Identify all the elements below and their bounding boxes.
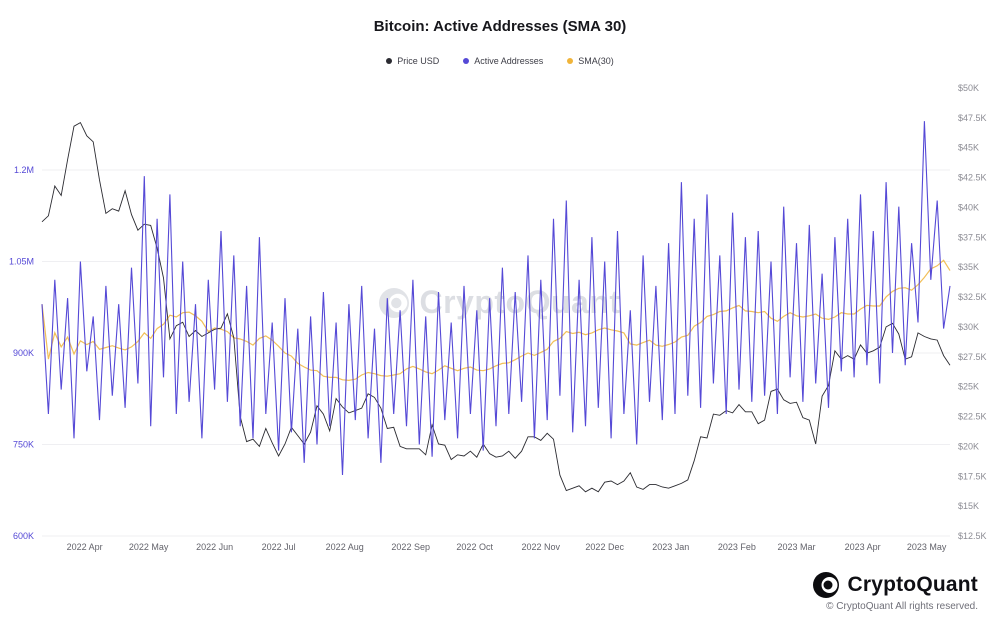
- right-axis-tick-label: $32.5K: [958, 292, 987, 302]
- price-usd-legend-dot-icon: [386, 58, 393, 64]
- legend: Price USD Active Addresses SMA(30): [0, 56, 1000, 66]
- x-axis-tick-label: 2022 Jun: [196, 542, 233, 552]
- right-axis-tick-label: $42.5K: [958, 173, 987, 183]
- copyright-text: © CryptoQuant All rights reserved.: [826, 601, 978, 612]
- right-axis-tick-label: $30K: [958, 322, 979, 332]
- legend-label-sma30: SMA(30): [578, 56, 614, 66]
- x-axis-tick-label: 2022 Sep: [391, 542, 430, 552]
- x-axis-tick-label: 2023 May: [907, 542, 947, 552]
- legend-label-price-usd: Price USD: [397, 56, 440, 66]
- legend-label-active-addresses: Active Addresses: [474, 56, 544, 66]
- x-axis-tick-label: 2023 Mar: [777, 542, 815, 552]
- right-axis-tick-label: $45K: [958, 143, 979, 153]
- active-addresses-legend-dot-icon: [463, 58, 470, 64]
- right-axis-tick-label: $25K: [958, 382, 979, 392]
- left-axis-tick-label: 600K: [13, 531, 34, 541]
- sma30-legend-dot-icon: [567, 58, 574, 64]
- x-axis-tick-label: 2022 Nov: [522, 542, 561, 552]
- right-axis-tick-label: $47.5K: [958, 113, 987, 123]
- x-axis-tick-label: 2022 Aug: [326, 542, 364, 552]
- cryptoquant-logo-icon: [813, 572, 840, 598]
- x-axis-tick-label: 2022 Oct: [456, 542, 493, 552]
- footer-branding: CryptoQuant © CryptoQuant All rights res…: [813, 572, 978, 612]
- legend-item-sma30[interactable]: SMA(30): [567, 56, 614, 66]
- sma30-line: [41, 259, 951, 382]
- x-axis-tick-label: 2023 Feb: [718, 542, 756, 552]
- right-axis-tick-label: $50K: [958, 83, 979, 93]
- active-addresses-line: [41, 121, 951, 476]
- chart-title: Bitcoin: Active Addresses (SMA 30): [373, 18, 627, 35]
- right-axis-tick-label: $27.5K: [958, 352, 987, 362]
- right-axis-tick-label: $17.5K: [958, 471, 987, 481]
- legend-item-price-usd[interactable]: Price USD: [386, 56, 439, 66]
- left-axis-tick-label: 750K: [13, 440, 34, 450]
- x-axis-tick-label: 2023 Apr: [845, 542, 881, 552]
- right-axis-tick-label: $40K: [958, 203, 979, 213]
- right-axis-tick-label: $12.5K: [958, 531, 987, 541]
- x-axis-tick-label: 2023 Jan: [652, 542, 689, 552]
- x-axis-tick-label: 2022 Jul: [262, 542, 296, 552]
- price-usd-line: [41, 121, 951, 493]
- right-axis-tick-label: $35K: [958, 262, 979, 272]
- brand-row: CryptoQuant: [813, 572, 978, 598]
- x-axis-tick-label: 2022 Dec: [585, 542, 624, 552]
- left-axis-tick-label: 1.2M: [14, 165, 34, 175]
- x-axis-tick-label: 2022 May: [129, 542, 169, 552]
- right-axis-tick-label: $15K: [958, 501, 979, 511]
- brand-name: CryptoQuant: [847, 573, 978, 596]
- right-axis-tick-label: $22.5K: [958, 412, 987, 422]
- right-axis-tick-label: $20K: [958, 441, 979, 451]
- x-axis-tick-label: 2022 Apr: [67, 542, 103, 552]
- right-axis-tick-label: $37.5K: [958, 232, 987, 242]
- left-axis-tick-label: 900K: [13, 348, 34, 358]
- legend-item-active-addresses[interactable]: Active Addresses: [463, 56, 543, 66]
- left-axis-tick-label: 1.05M: [9, 257, 34, 267]
